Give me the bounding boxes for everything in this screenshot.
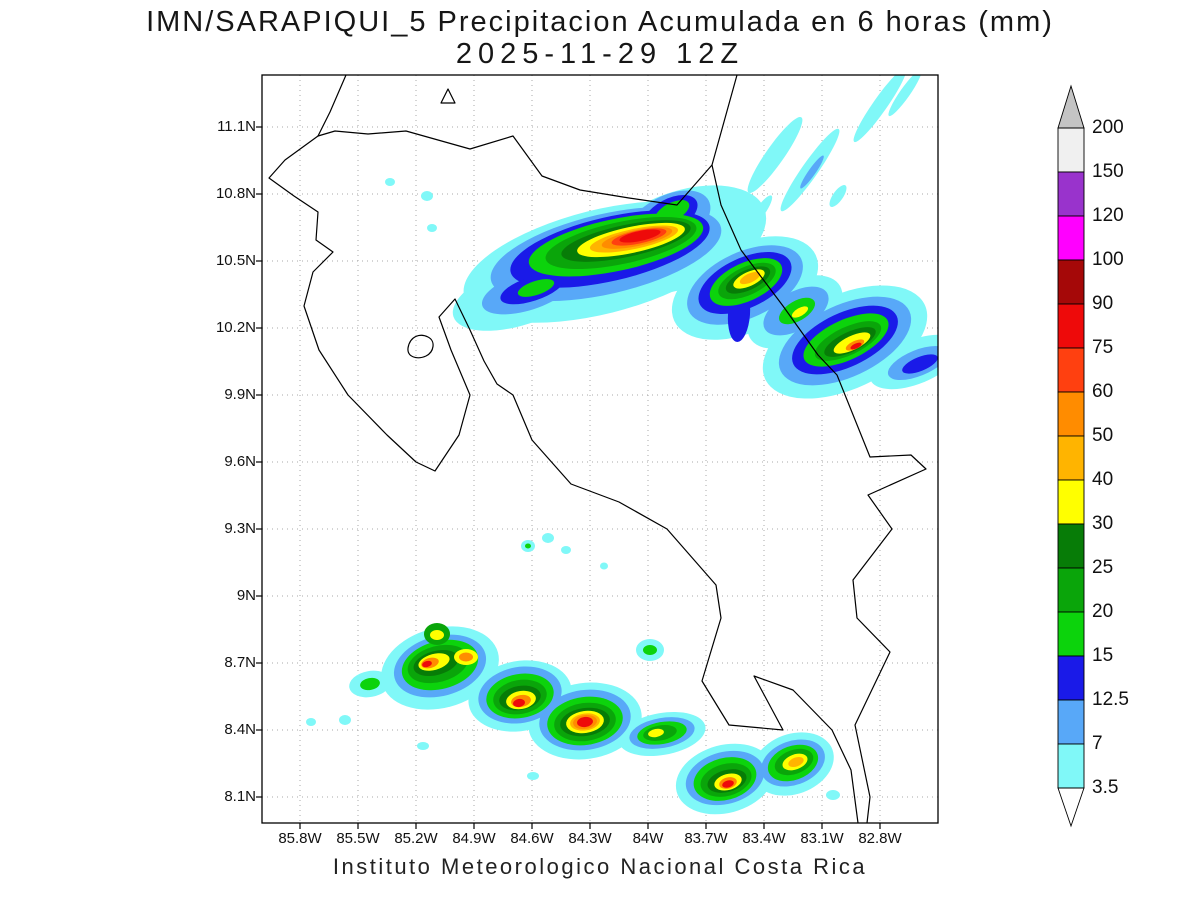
precip-cell xyxy=(643,645,657,655)
colorbar-label: 3.5 xyxy=(1092,777,1119,798)
coastline-path xyxy=(407,334,434,359)
precip-cell xyxy=(826,790,840,800)
precip-cell xyxy=(561,546,571,554)
colorbar-label: 75 xyxy=(1092,337,1114,358)
x-axis-tick-label: 83.1W xyxy=(800,830,844,847)
coastline xyxy=(268,75,927,823)
colorbar xyxy=(1057,84,1085,828)
plot-frame xyxy=(256,74,939,829)
precip-cell xyxy=(513,698,525,708)
coastline-path xyxy=(317,130,713,206)
precip-cell xyxy=(385,178,395,186)
precip-cell xyxy=(747,195,773,229)
precip-cell xyxy=(527,772,539,780)
chart-subtitle: 2025-11-29 12Z xyxy=(455,38,745,70)
colorbar-label: 15 xyxy=(1092,645,1114,666)
x-axis-tick-label: 85.5W xyxy=(336,830,380,847)
colorbar-label: 120 xyxy=(1092,205,1124,226)
chart-title: IMN/SARAPIQUI_5 Precipitacion Acumulada … xyxy=(146,6,1054,38)
y-axis-tick-label: 11.1N xyxy=(217,118,256,135)
precip-cell xyxy=(517,279,555,297)
x-axis-tick-label: 85.8W xyxy=(278,830,322,847)
colorbar-arrow-up xyxy=(1057,84,1085,129)
colorbar-label: 90 xyxy=(1092,293,1114,314)
colorbar-label: 100 xyxy=(1092,249,1124,270)
y-axis-tick-label: 10.5N xyxy=(215,252,256,269)
footer-credit: Instituto Meteorologico Nacional Costa R… xyxy=(332,854,868,879)
coastline-path xyxy=(268,75,859,823)
precip-field xyxy=(306,75,938,815)
colorbar-label: 7 xyxy=(1092,733,1103,754)
colorbar-label: 30 xyxy=(1092,513,1114,534)
precip-cell xyxy=(600,562,608,570)
precip-cell xyxy=(360,677,380,691)
x-axis-tick-label: 84.6W xyxy=(510,830,554,847)
precip-cell xyxy=(829,184,847,208)
precip-cell xyxy=(902,354,938,374)
precip-cell xyxy=(542,533,554,543)
precip-cell xyxy=(747,116,803,194)
precip-cell xyxy=(417,742,429,750)
precip-cell xyxy=(427,224,437,232)
colorbar-label: 50 xyxy=(1092,425,1114,446)
colorbar-label: 60 xyxy=(1092,381,1114,402)
precip-cell xyxy=(619,229,661,243)
precip-cell xyxy=(888,75,922,117)
precip-cell xyxy=(788,756,804,768)
x-axis-tick-label: 85.2W xyxy=(394,830,438,847)
y-axis-tick-label: 8.7N xyxy=(224,654,256,671)
y-axis-tick-label: 9.3N xyxy=(224,520,256,537)
y-axis-tick-label: 10.2N xyxy=(215,319,256,336)
x-axis-tick-label: 83.7W xyxy=(684,830,728,847)
precip-cell xyxy=(648,728,664,738)
y-axis-tick-label: 8.1N xyxy=(224,788,256,805)
colorbar-arrow-down xyxy=(1057,787,1085,828)
x-axis-tick-label: 84.9W xyxy=(452,830,496,847)
x-axis-tick-label: 84.3W xyxy=(568,830,612,847)
precip-cell xyxy=(853,75,907,143)
colorbar-label: 12.5 xyxy=(1092,689,1129,710)
y-axis-tick-label: 9.9N xyxy=(224,386,256,403)
precip-cell xyxy=(339,715,351,725)
colorbar-label: 200 xyxy=(1092,117,1124,138)
precip-cell xyxy=(422,660,432,668)
precip-cell xyxy=(577,716,593,728)
precip-cell xyxy=(421,191,433,201)
y-axis-tick-label: 9.6N xyxy=(224,453,256,470)
colorbar-label: 20 xyxy=(1092,601,1114,622)
precip-cell xyxy=(739,271,761,285)
y-axis-tick-label: 10.8N xyxy=(215,185,256,202)
x-axis-tick-label: 82.8W xyxy=(858,830,902,847)
precip-cell xyxy=(430,630,444,640)
x-axis-tick-label: 83.4W xyxy=(742,830,786,847)
precip-cell xyxy=(800,155,824,189)
y-axis-tick-label: 8.4N xyxy=(224,721,256,738)
y-axis-tick-label: 9N xyxy=(236,587,256,604)
precip-cell xyxy=(306,718,316,726)
precip-cell xyxy=(459,652,473,662)
colorbar-label: 25 xyxy=(1092,557,1114,578)
colorbar-label: 150 xyxy=(1092,161,1124,182)
coastline-path xyxy=(440,88,456,104)
precip-cell xyxy=(791,306,809,318)
coastline-path xyxy=(711,75,927,823)
colorbar-label: 40 xyxy=(1092,469,1114,490)
precip-cell xyxy=(850,342,862,350)
precip-cell xyxy=(525,543,531,549)
precip-cell xyxy=(722,780,734,788)
x-axis-tick-label: 84W xyxy=(632,830,664,847)
